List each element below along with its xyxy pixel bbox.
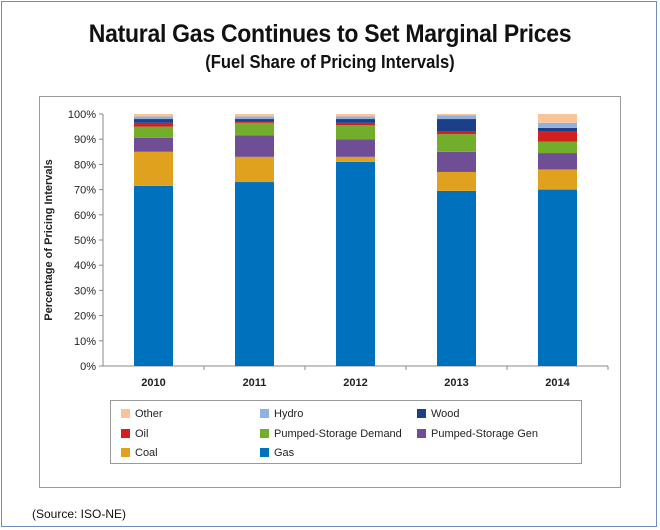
legend-label: Hydro xyxy=(274,408,304,420)
y-tick-label: 30% xyxy=(74,285,96,297)
legend-item-pumped-storage-demand: Pumped-Storage Demand xyxy=(260,427,402,441)
bar-segment-pumped-storage-demand-2014 xyxy=(538,141,577,154)
y-tick-label: 40% xyxy=(74,260,96,272)
bar-segment-oil-2012 xyxy=(336,122,375,126)
legend-label: Pumped-Storage Demand xyxy=(274,428,402,440)
legend-swatch xyxy=(417,429,426,438)
bar-segment-hydro-2013 xyxy=(437,115,476,120)
legend-label: Coal xyxy=(135,447,158,459)
bar-segment-oil-2011 xyxy=(235,121,274,123)
bar-segment-coal-2014 xyxy=(538,169,577,190)
bar-segment-wood-2011 xyxy=(235,119,274,122)
legend-item-pumped-storage-gen: Pumped-Storage Gen xyxy=(417,427,538,441)
bar-segment-oil-2010 xyxy=(134,122,173,127)
bar-segment-other-2010 xyxy=(134,114,173,117)
legend-label: Oil xyxy=(135,428,149,440)
y-tick-label: 100% xyxy=(68,109,96,121)
bar-segment-pumped-storage-gen-2012 xyxy=(336,139,375,157)
y-tick-label: 70% xyxy=(74,185,96,197)
legend-swatch xyxy=(260,429,269,438)
x-tick-label-2011: 2011 xyxy=(243,377,267,389)
bar-segment-coal-2010 xyxy=(134,151,173,186)
bar-segment-gas-2014 xyxy=(538,189,577,366)
y-axis-label: Percentage of Pricing Intervals xyxy=(43,159,55,320)
bar-segment-other-2012 xyxy=(336,114,375,117)
legend: Other Hydro Wood Oil Pumped-Storage Demand Pu… xyxy=(110,400,582,464)
legend-label: Wood xyxy=(431,408,460,420)
legend-label: Pumped-Storage Gen xyxy=(431,428,539,440)
bar-segment-pumped-storage-demand-2010 xyxy=(134,126,173,138)
y-tick-label: 0% xyxy=(80,361,96,373)
bar-segment-wood-2014 xyxy=(538,127,577,132)
chart-svg: 0% 10% 20% 30% 40% 50% 60% 70% 80% 90% 100% Percent… xyxy=(43,109,609,389)
bar-segment-gas-2013 xyxy=(437,190,476,366)
legend-item-oil: Oil xyxy=(121,427,148,441)
bar-segment-pumped-storage-gen-2010 xyxy=(134,137,173,152)
bar-segment-pumped-storage-gen-2013 xyxy=(437,151,476,172)
legend-label: Other xyxy=(135,408,163,420)
bar-segment-other-2013 xyxy=(437,114,476,116)
bar-segment-other-2011 xyxy=(235,114,274,117)
legend-swatch xyxy=(121,448,130,457)
x-tick-label-2013: 2013 xyxy=(444,377,468,389)
legend-swatch xyxy=(121,409,130,418)
bar-segment-hydro-2010 xyxy=(134,116,173,120)
legend-swatch xyxy=(121,429,130,438)
legend-swatch xyxy=(417,409,426,418)
legend-swatch xyxy=(260,448,269,457)
bar-segment-other-2014 xyxy=(538,114,577,123)
y-tick-label: 60% xyxy=(74,210,96,222)
y-tick-label: 80% xyxy=(74,159,96,171)
legend-label: Gas xyxy=(274,447,295,459)
x-tick-label-2014: 2014 xyxy=(545,377,570,389)
bar-segment-oil-2013 xyxy=(437,131,476,135)
y-tick-label: 10% xyxy=(74,336,96,348)
bar-segment-wood-2010 xyxy=(134,119,173,123)
bar-segment-coal-2011 xyxy=(235,156,274,183)
bar-segment-pumped-storage-demand-2012 xyxy=(336,125,375,140)
legend-item-wood: Wood xyxy=(417,407,460,421)
bar-segment-oil-2014 xyxy=(538,131,577,142)
bar-segment-hydro-2012 xyxy=(336,116,375,120)
source-note: (Source: ISO-NE) xyxy=(32,507,127,521)
bar-segment-coal-2013 xyxy=(437,171,476,191)
bar-segment-gas-2011 xyxy=(235,182,274,366)
bar-segment-pumped-storage-gen-2014 xyxy=(538,153,577,170)
bar-segment-hydro-2014 xyxy=(538,122,577,128)
chart-title: Natural Gas Continues to Set Marginal Pr… xyxy=(88,20,572,48)
legend-swatch xyxy=(260,409,269,418)
bar-segment-coal-2012 xyxy=(336,156,375,162)
bar-segment-hydro-2011 xyxy=(235,116,274,120)
bar-segment-pumped-storage-demand-2011 xyxy=(235,122,274,136)
legend-item-other: Other xyxy=(121,407,163,421)
chart-subtitle: (Fuel Share of Pricing Intervals) xyxy=(205,52,455,72)
bar-segment-gas-2010 xyxy=(134,185,173,366)
chart-area: 0% 10% 20% 30% 40% 50% 60% 70% 80% 90% 100% Percent… xyxy=(39,96,621,488)
legend-item-gas: Gas xyxy=(260,446,294,460)
x-tick-label-2012: 2012 xyxy=(343,377,367,389)
y-tick-label: 20% xyxy=(74,311,96,323)
y-tick-label: 90% xyxy=(74,134,96,146)
x-tick-label-2010: 2010 xyxy=(141,377,165,389)
y-tick-label: 50% xyxy=(74,235,96,247)
legend-item-hydro: Hydro xyxy=(260,407,303,421)
bar-segment-wood-2013 xyxy=(437,119,476,132)
bar-segment-gas-2012 xyxy=(336,161,375,366)
legend-item-coal: Coal xyxy=(121,446,158,460)
bar-segment-pumped-storage-gen-2011 xyxy=(235,135,274,157)
bar-segment-pumped-storage-demand-2013 xyxy=(437,134,476,152)
bar-segment-wood-2012 xyxy=(336,119,375,123)
